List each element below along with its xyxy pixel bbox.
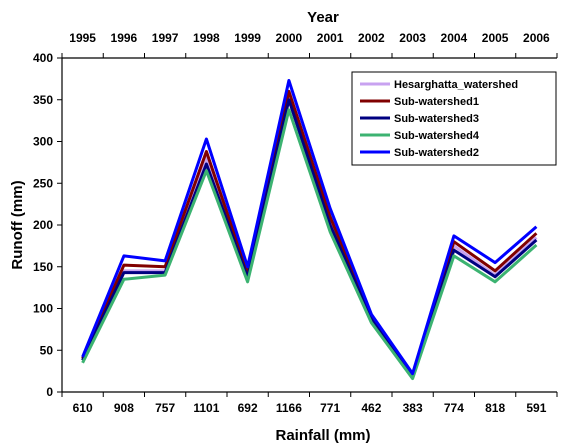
series-line-3 (81, 98, 538, 378)
legend-label: Hesarghatta_watershed (394, 79, 518, 91)
y-tick-label: 150 (33, 260, 53, 274)
top-tick-label: 2003 (399, 31, 426, 45)
legend-label: Sub-watershed2 (394, 147, 479, 159)
y-tick-label: 50 (40, 343, 54, 357)
y-tick-label: 200 (33, 218, 53, 232)
top-tick-label: 2001 (317, 31, 344, 45)
x-tick-label: 610 (73, 401, 93, 415)
top-tick-label: 1995 (69, 31, 96, 45)
x-axis: 610 908 757 1101 692 1166 771 462 383 774 818 591 (61, 391, 558, 415)
top-tick-label: 2002 (358, 31, 385, 45)
y-tick-label: 400 (33, 51, 53, 65)
top-tick-label: 2005 (482, 31, 509, 45)
series-line-5 (81, 79, 538, 376)
x-tick-label: 692 (238, 401, 258, 415)
legend: Hesarghatta_watershed Sub-watershed1 Sub-w… (351, 71, 557, 166)
x-tick-label: 1101 (193, 401, 219, 415)
x-tick-label: 591 (526, 401, 546, 415)
top-tick-label: 1996 (111, 31, 138, 45)
top-tick-label: 1999 (234, 31, 261, 45)
y-axis: 0 50 100 150 200 250 300 350 400 (33, 51, 63, 399)
x-tick-label: 757 (155, 401, 175, 415)
top-tick-label: 2004 (441, 31, 468, 45)
series-line-2 (81, 89, 538, 377)
y-tick-label: 0 (46, 385, 53, 399)
top-tick-label: 1997 (152, 31, 179, 45)
x-tick-label: 462 (361, 401, 381, 415)
x-tick-label: 908 (114, 401, 134, 415)
y-tick-label: 350 (33, 93, 53, 107)
series-line-4 (81, 108, 538, 381)
x-tick-label: 383 (403, 401, 423, 415)
top-tick-label: 2006 (523, 31, 550, 45)
top-axis: 1995 1996 1997 1998 1999 2000 2001 2002 2003 2004… (61, 31, 558, 59)
y-tick-label: 300 (33, 135, 53, 149)
y-tick-label: 250 (33, 176, 53, 190)
series-lines (81, 79, 538, 381)
x-tick-label: 1166 (276, 401, 302, 415)
x-tick-label: 818 (485, 401, 505, 415)
legend-label: Sub-watershed1 (394, 96, 479, 108)
y-tick-label: 100 (33, 302, 53, 316)
legend-label: Sub-watershed3 (394, 113, 479, 125)
top-tick-label: 1998 (193, 31, 220, 45)
y-axis-title: Runoff (mm) (9, 180, 26, 269)
x-tick-label: 774 (444, 401, 464, 415)
top-tick-label: 2000 (276, 31, 303, 45)
top-axis-title: Year (307, 9, 339, 26)
x-tick-label: 771 (320, 401, 340, 415)
legend-label: Sub-watershed4 (394, 130, 480, 142)
x-axis-title: Rainfall (mm) (275, 427, 370, 444)
